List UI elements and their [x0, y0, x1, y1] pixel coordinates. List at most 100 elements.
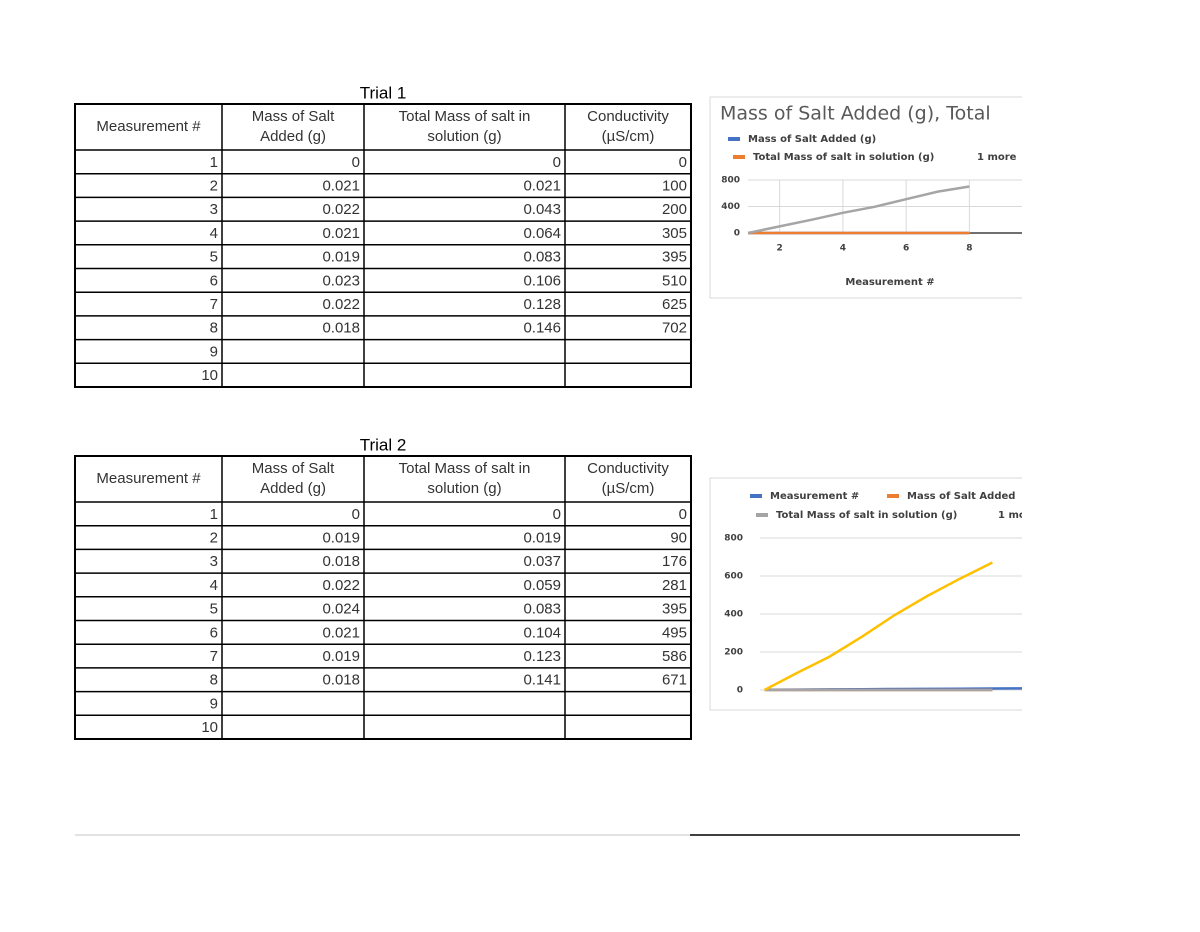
y-tick-label: 200	[724, 648, 743, 658]
table-cell: 0.019	[322, 648, 360, 665]
table-cell: 2	[210, 530, 218, 547]
x-tick-label: 4	[840, 244, 846, 254]
table-cell: 100	[662, 178, 687, 195]
table-cell: 671	[662, 672, 687, 689]
table-cell: 5	[210, 249, 218, 266]
table-cell: 0.141	[523, 672, 561, 689]
table-cell: 0.023	[322, 272, 360, 289]
table-cell: 0	[352, 154, 360, 171]
table-cell: 10	[201, 719, 218, 736]
legend-label: Measurement #	[770, 491, 859, 502]
y-tick-label: 400	[724, 610, 743, 620]
legend-label: Mass of Salt Added	[907, 491, 1015, 502]
column-header: (µS/cm)	[602, 480, 655, 497]
legend-more: 1 more	[998, 510, 1038, 521]
column-header: (µS/cm)	[602, 128, 655, 145]
table-cell: 0.043	[523, 201, 561, 218]
y-tick-label: 400	[721, 202, 740, 212]
table-cell: 4	[210, 577, 218, 594]
table-cell: 0.083	[523, 601, 561, 618]
content: Trial 1 Measurement # Mass of Salt Added (g…	[74, 83, 1038, 740]
table-cell: 586	[662, 648, 687, 665]
table-cell: 0.104	[523, 624, 561, 641]
table-cell: 0.021	[322, 225, 360, 242]
table-cell: 1	[210, 506, 218, 523]
table-cell: 0.022	[322, 201, 360, 218]
table-cell: 0.128	[523, 296, 561, 313]
table-cell: 3	[210, 201, 218, 218]
table-cell: 305	[662, 225, 687, 242]
table-title: Trial 1	[360, 83, 407, 102]
table-cell: 9	[210, 695, 218, 712]
table-cell: 90	[670, 530, 687, 547]
table-cell: 0.022	[322, 296, 360, 313]
table-cell: 0.024	[322, 601, 360, 618]
chart-title: Mass of Salt Added (g), Total	[720, 103, 991, 125]
table-cell: 0	[553, 154, 561, 171]
table-cell: 0.037	[523, 553, 561, 570]
table-cell: 395	[662, 601, 687, 618]
series-line	[763, 561, 993, 692]
table-cell: 510	[662, 272, 687, 289]
column-header: solution (g)	[427, 128, 501, 145]
column-header: Mass of Salt	[252, 460, 335, 477]
y-tick-label: 800	[724, 534, 743, 544]
x-axis-label: Measurement #	[845, 277, 934, 288]
table-cell: 395	[662, 249, 687, 266]
table-cell: 281	[662, 577, 687, 594]
table-cell: 176	[662, 553, 687, 570]
table-cell: 8	[210, 320, 218, 337]
table-cell: 2	[210, 178, 218, 195]
column-header: Conductivity	[587, 460, 669, 477]
table-cell: 7	[210, 296, 218, 313]
column-header: Added (g)	[260, 128, 326, 145]
column-header: solution (g)	[427, 480, 501, 497]
y-tick-label: 800	[721, 176, 740, 186]
table-cell: 10	[201, 367, 218, 384]
table-cell: 0.019	[322, 530, 360, 547]
table-title: Trial 2	[360, 435, 407, 454]
table-cell: 0.019	[523, 530, 561, 547]
table-cell: 0	[679, 154, 687, 171]
table-cell: 200	[662, 201, 687, 218]
table-cell: 9	[210, 343, 218, 360]
table-cell: 0	[679, 506, 687, 523]
x-tick-label: 2	[776, 244, 782, 254]
table-cell: 0.064	[523, 225, 561, 242]
table-cell: 702	[662, 320, 687, 337]
chart-frame	[709, 96, 1022, 299]
table-cell: 7	[210, 648, 218, 665]
column-header: Total Mass of salt in	[399, 108, 531, 125]
table-cell: 0.059	[523, 577, 561, 594]
table-cell: 0.146	[523, 320, 561, 337]
table-cell: 495	[662, 624, 687, 641]
table-cell: 0.123	[523, 648, 561, 665]
column-header: Measurement #	[96, 118, 201, 135]
legend-label: Total Mass of salt in solution (g)	[776, 510, 957, 521]
table-cell: 0.083	[523, 249, 561, 266]
y-tick-label: 600	[724, 572, 743, 582]
table-cell: 0.106	[523, 272, 561, 289]
table-cell: 0.018	[322, 672, 360, 689]
column-header: Total Mass of salt in	[399, 460, 531, 477]
legend-label: Total Mass of salt in solution (g)	[753, 152, 934, 163]
table-cell: 3	[210, 553, 218, 570]
column-header: Measurement #	[96, 470, 201, 487]
table-cell: 6	[210, 624, 218, 641]
table-cell: 0.021	[322, 624, 360, 641]
table-cell: 625	[662, 296, 687, 313]
column-header: Added (g)	[260, 480, 326, 497]
table-cell: 4	[210, 225, 218, 242]
table-cell: 8	[210, 672, 218, 689]
x-tick-label: 6	[903, 244, 909, 254]
table-cell: 1	[210, 154, 218, 171]
table-cell: 0	[553, 506, 561, 523]
table-cell: 6	[210, 272, 218, 289]
column-header: Mass of Salt	[252, 108, 335, 125]
legend-more: 1 more	[977, 152, 1017, 163]
x-tick-label: 8	[966, 244, 972, 254]
table-cell: 0.019	[322, 249, 360, 266]
table-cell: 0.018	[322, 553, 360, 570]
table-cell: 0.021	[322, 178, 360, 195]
